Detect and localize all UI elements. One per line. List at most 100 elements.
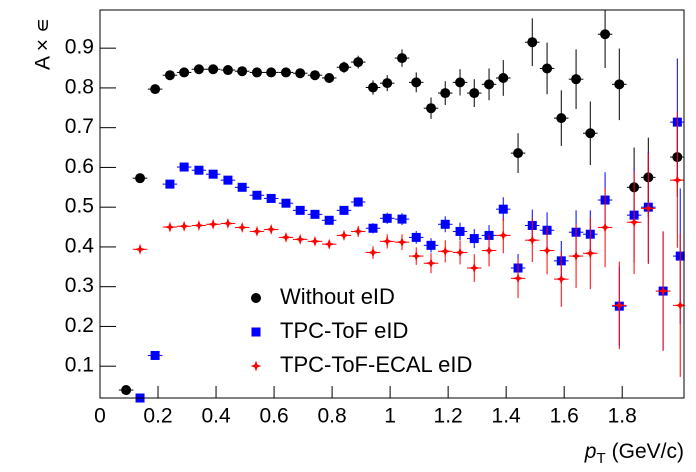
point (527, 37, 538, 48)
x-tick-label: 1 (384, 405, 396, 428)
point (439, 245, 451, 257)
point (178, 220, 190, 232)
point (397, 53, 408, 64)
point (498, 72, 509, 83)
x-tick-label: 1.6 (550, 405, 579, 428)
point (280, 231, 292, 243)
y-tick-label: 0.8 (65, 75, 94, 98)
point (266, 67, 277, 78)
point (193, 64, 204, 75)
y-tick-label: 0.1 (65, 354, 94, 377)
point (512, 272, 524, 284)
point (208, 169, 218, 179)
point (468, 262, 480, 274)
point (368, 223, 378, 233)
y-tick-label: 0.2 (65, 314, 94, 337)
point (310, 209, 320, 219)
point (208, 64, 219, 75)
point (237, 66, 248, 77)
point (251, 67, 262, 78)
point (236, 222, 248, 233)
point (426, 103, 437, 114)
point (382, 213, 392, 223)
x-tick-label: 0.2 (143, 405, 172, 428)
point (397, 214, 407, 224)
point (570, 250, 582, 262)
point (353, 57, 364, 68)
point (237, 182, 247, 192)
point (483, 245, 495, 256)
point (222, 65, 233, 76)
point (555, 273, 567, 285)
point (150, 350, 160, 360)
point (309, 235, 321, 247)
point (266, 193, 276, 203)
point (671, 174, 683, 186)
point (295, 68, 306, 79)
point (194, 165, 204, 175)
point (193, 220, 205, 231)
point (497, 229, 509, 241)
point (411, 232, 421, 242)
y-tick-label: 0.5 (65, 195, 94, 218)
point (674, 299, 686, 311)
point (600, 29, 611, 40)
y-tick-label: 0.4 (65, 234, 95, 257)
point (338, 229, 350, 241)
point (280, 67, 291, 78)
legend-marker (250, 360, 262, 372)
legend-label: TPC-ToF-ECAL eID (280, 352, 472, 377)
point (498, 204, 508, 214)
y-tick-label: 0.6 (65, 155, 94, 178)
point (223, 175, 233, 185)
point (455, 226, 465, 236)
point (179, 67, 190, 78)
point (265, 223, 277, 235)
x-label-unit: (GeV/c) (612, 440, 684, 463)
x-axis-label: pT (GeV/c) (584, 440, 684, 467)
x-label-subscript: T (596, 450, 605, 467)
point (338, 62, 349, 73)
point (295, 205, 305, 215)
point (324, 72, 335, 83)
point (324, 215, 334, 225)
point (294, 233, 306, 245)
x-tick-label: 0.6 (259, 405, 288, 428)
y-tick-label: 0.3 (65, 274, 94, 297)
point (179, 162, 189, 172)
point (541, 245, 553, 256)
point (542, 63, 553, 74)
point (323, 238, 335, 250)
point (367, 247, 379, 258)
point (642, 202, 654, 214)
point (164, 221, 176, 233)
point (150, 84, 161, 95)
x-label-symbol: p (584, 440, 597, 463)
point (396, 236, 408, 248)
point (251, 225, 263, 237)
point (599, 222, 611, 233)
y-tick-label: 0.7 (65, 115, 94, 138)
point (121, 385, 132, 396)
legend-marker (251, 327, 261, 337)
point (352, 225, 364, 237)
point (440, 219, 450, 229)
y-tick-label: 0.9 (65, 36, 94, 59)
point (585, 128, 596, 139)
point (455, 77, 466, 88)
point (628, 216, 640, 228)
point (411, 77, 422, 88)
point (309, 70, 320, 81)
y-axis-label: A × ∊ (32, 18, 55, 70)
point (134, 243, 146, 255)
point (382, 78, 393, 89)
point (526, 234, 538, 246)
point (657, 285, 669, 297)
point (425, 257, 437, 269)
point (484, 79, 495, 90)
legend-marker (251, 293, 261, 303)
point (222, 218, 234, 229)
frame (99, 9, 685, 399)
point (440, 88, 451, 99)
